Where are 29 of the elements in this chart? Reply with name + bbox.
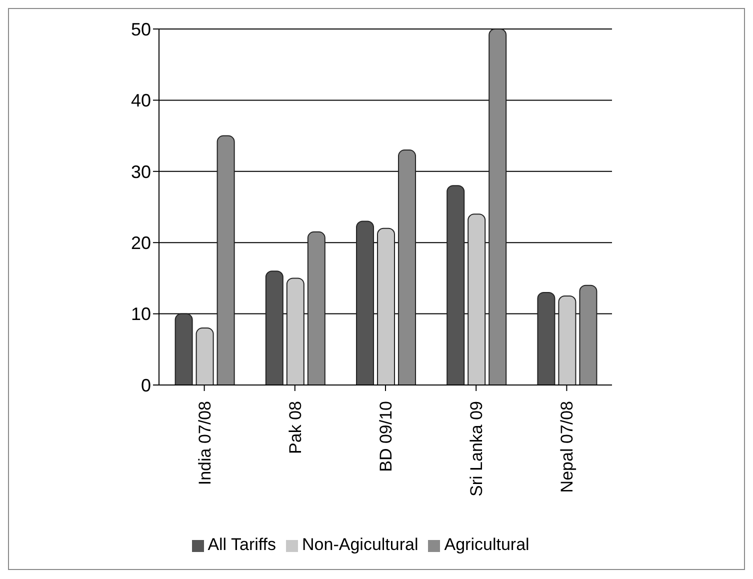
y-tick-label: 20 [130,232,151,253]
legend-label: Non-Agicultural [302,535,418,554]
bar [468,214,486,385]
x-tick-label: Pak 08 [286,401,305,454]
bar [398,150,416,385]
bar [265,270,284,385]
bar [174,313,193,385]
bar [216,135,235,385]
bar [377,228,396,385]
x-tick-label: Nepal 07/08 [558,401,577,493]
x-tick-label: India 07/08 [195,401,214,486]
y-tick-label: 40 [130,90,151,111]
bar [537,292,556,385]
x-tick-label: Sri Lanka 09 [467,401,486,496]
bar [196,328,214,385]
bar [488,29,507,385]
y-tick-label: 50 [130,19,151,40]
legend-label: All Tariffs [208,535,276,554]
bar [558,296,576,385]
x-tick-label: BD 09/10 [376,401,396,472]
y-tick-label: 10 [130,304,151,324]
bar [286,278,304,385]
y-tick-label: 0 [140,375,151,396]
bar [356,220,374,385]
bar [307,231,326,385]
bar [579,284,598,385]
y-tick-label: 30 [130,162,151,182]
legend-label: Agricultural [444,535,530,554]
bar [446,185,465,385]
